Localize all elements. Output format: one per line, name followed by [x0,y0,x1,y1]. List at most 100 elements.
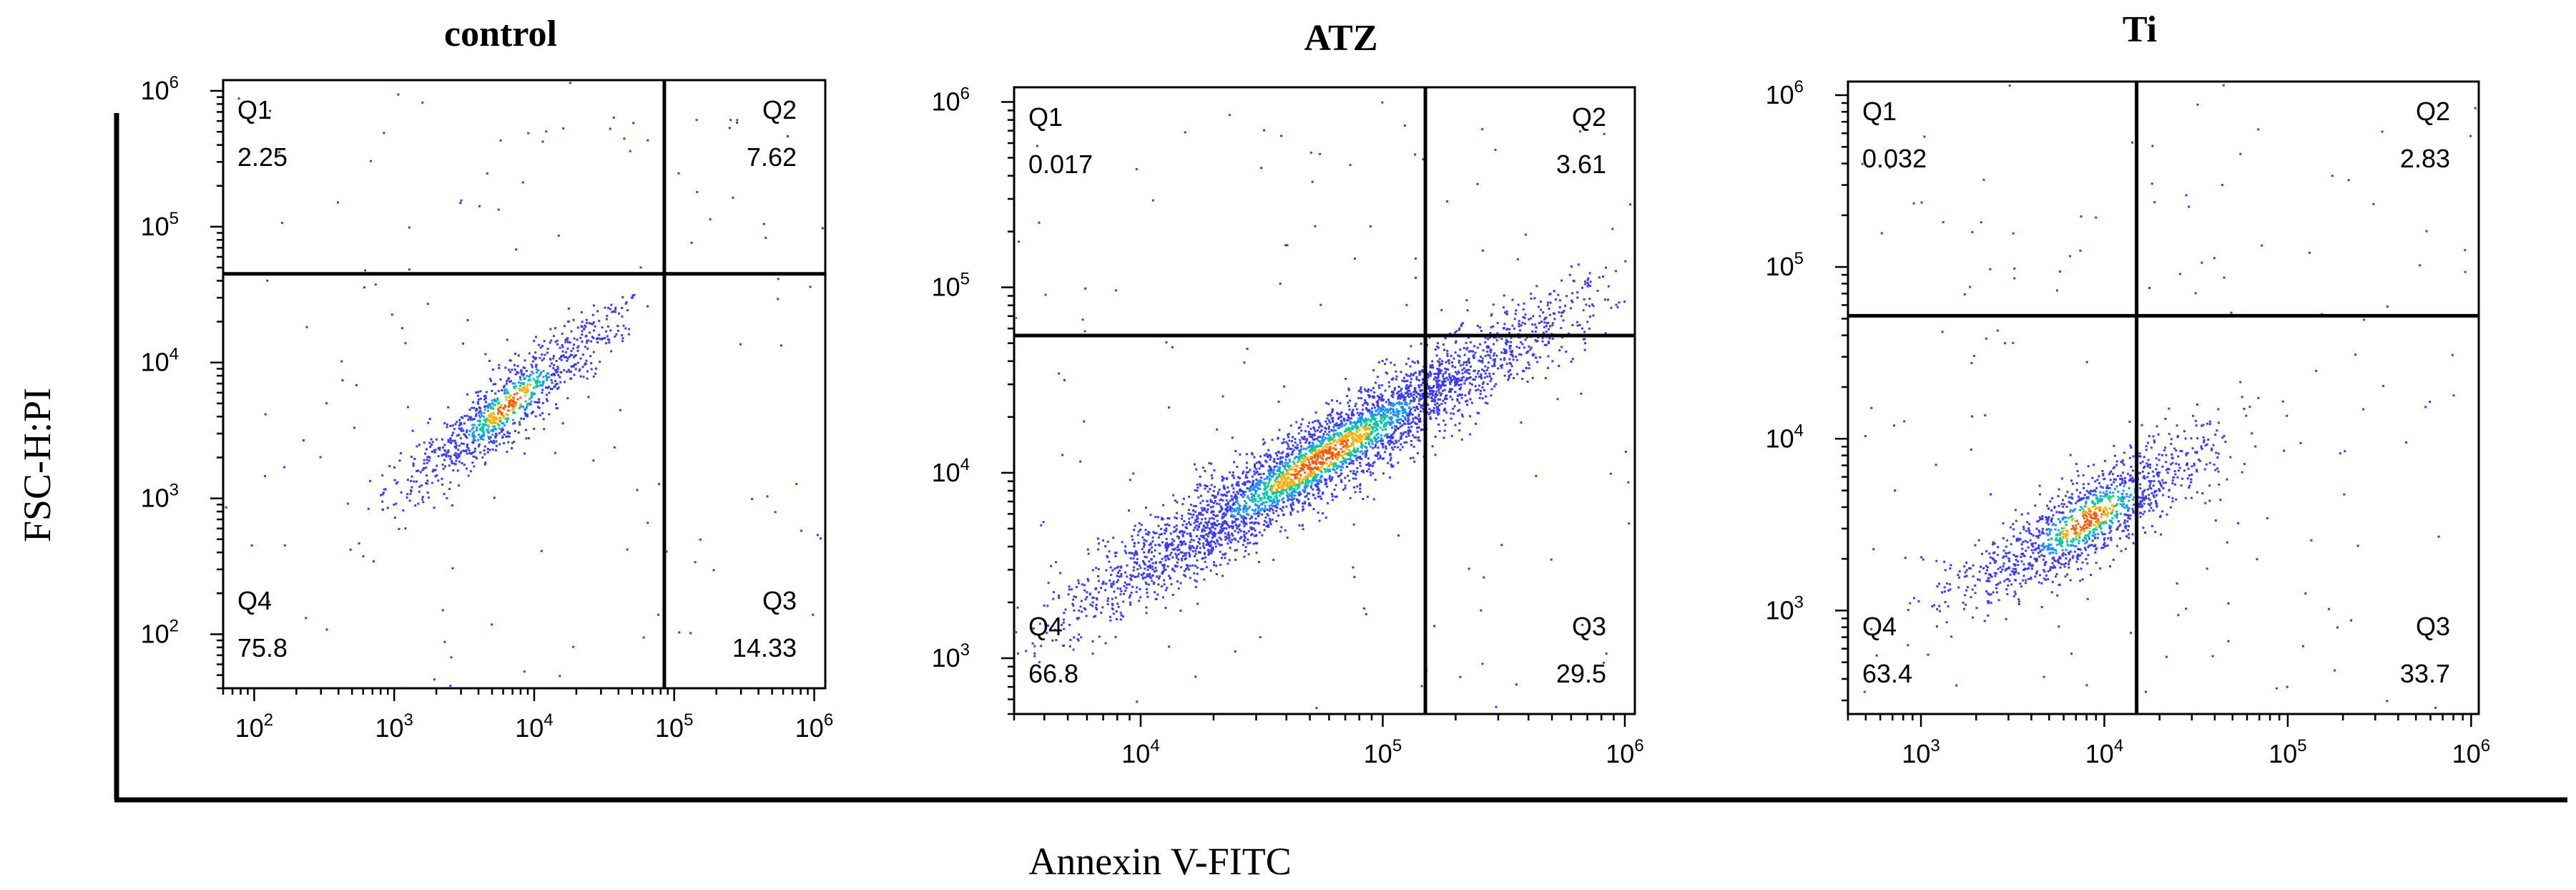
event-point [1274,501,1277,504]
event-point [568,356,571,358]
event-point [1267,514,1269,517]
event-point [1308,441,1311,444]
event-point [1453,405,1456,408]
event-point [1120,614,1123,617]
event-point [1132,557,1135,560]
event-point [1380,434,1382,437]
event-point [478,424,481,427]
event-point [1108,550,1111,553]
event-point [1352,414,1355,416]
event-point [1222,477,1225,480]
event-point [1389,402,1392,404]
event-point [443,444,446,446]
event-point [1204,521,1207,524]
event-point [1417,419,1420,421]
event-point [1345,443,1348,446]
event-point [1604,266,1607,269]
event-point [1329,439,1332,441]
event-point [1285,441,1288,444]
event-point [483,449,486,452]
event-point [1442,343,1445,346]
event-point [1402,411,1404,414]
event-point [1252,527,1255,530]
event-point [1394,425,1397,428]
event-point [1159,544,1161,547]
event-point [1260,508,1263,511]
event-point [614,308,616,310]
event-point [1228,559,1231,562]
event-point [591,336,594,338]
event-point [1229,509,1232,512]
event-point [1083,330,1086,333]
event-point [325,402,328,405]
event-point [621,307,624,309]
event-point [1490,326,1493,328]
event-point [1213,502,1215,504]
event-point [1350,459,1352,461]
event-point [1530,317,1533,320]
event-point [1294,469,1297,471]
event-point [1352,523,1355,526]
event-point [1214,545,1217,548]
event-point [1310,444,1313,447]
event-point [467,474,470,477]
event-point [584,324,586,327]
event-point [596,341,599,343]
event-point [1436,385,1439,388]
event-point [1297,486,1299,489]
event-point [1146,588,1148,591]
event-point [1211,477,1214,479]
event-point [1304,483,1307,486]
event-point [1046,605,1049,607]
event-point [1232,476,1235,479]
event-point [1468,336,1470,339]
event-point [1436,411,1439,414]
event-point [1341,440,1344,443]
event-point [472,455,475,458]
event-point [1374,414,1377,416]
event-point [1328,452,1331,455]
event-point [1387,416,1390,419]
event-point [990,642,992,645]
event-point [1216,539,1219,542]
event-point [1303,489,1306,491]
event-point [1334,449,1337,451]
event-point [1409,375,1412,378]
event-point [460,429,463,432]
event-point [1367,393,1370,396]
y-tick-exponent: 3 [169,481,179,500]
event-point [437,455,440,458]
event-point [1392,396,1395,398]
event-point [511,447,513,449]
event-point [383,488,385,491]
event-point [581,353,584,356]
event-point [1528,367,1530,370]
event-point [1377,432,1380,435]
event-point [1322,492,1324,495]
event-point [1203,507,1206,509]
event-point [1483,376,1486,379]
event-point [1381,439,1384,442]
event-point [1410,444,1412,446]
event-point [1184,542,1187,545]
event-point [1480,389,1482,392]
event-point [1354,472,1357,475]
event-point [1405,303,1408,306]
event-point [1100,612,1103,614]
event-point [1457,383,1460,386]
event-point [1246,471,1248,474]
event-point [1324,451,1327,454]
event-point [1370,415,1372,418]
event-point [604,337,606,339]
event-point [1429,364,1432,367]
event-point [536,371,539,373]
event-point [1364,450,1367,453]
event-point [522,381,525,384]
event-point [573,343,575,346]
event-point [1433,400,1436,403]
event-point [362,555,365,558]
event-point [1204,484,1206,486]
event-point [1327,446,1329,449]
event-point [1412,398,1415,401]
event-point [1196,545,1199,548]
